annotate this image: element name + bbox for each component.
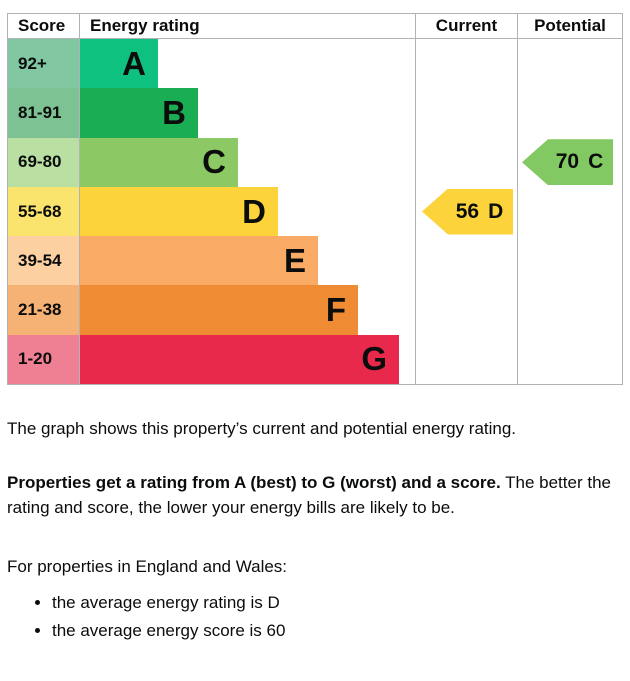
band-bar: C bbox=[80, 137, 238, 187]
current-header: Current bbox=[416, 14, 517, 39]
potential-column: Potential 70 C bbox=[518, 14, 622, 384]
current-band-letter: D bbox=[488, 199, 504, 223]
band-letter: A bbox=[122, 44, 146, 82]
band-bar-row: B bbox=[80, 88, 415, 138]
list-item: the average energy score is 60 bbox=[52, 618, 623, 643]
energy-rating-header: Energy rating bbox=[80, 14, 415, 39]
band-letter: F bbox=[325, 291, 346, 329]
band-bar-row: E bbox=[80, 236, 415, 286]
potential-rating-arrow: 70 C bbox=[522, 139, 613, 186]
band-score-range: 21-38 bbox=[8, 285, 79, 335]
band-letter: D bbox=[242, 192, 266, 230]
potential-arrow-area: 70 C bbox=[518, 39, 622, 384]
current-rating-arrow: 56 D bbox=[422, 188, 513, 235]
band-bar-row: A bbox=[80, 39, 415, 89]
current-score: 56 bbox=[455, 199, 480, 223]
band-bar: A bbox=[80, 39, 158, 89]
current-arrow-area: 56 D bbox=[416, 39, 517, 384]
band-bar-row: C bbox=[80, 137, 415, 187]
band-bar-row: D bbox=[80, 186, 415, 237]
rating-explainer-bold: Properties get a rating from A (best) to… bbox=[7, 473, 501, 493]
band-score-range: 92+ bbox=[8, 39, 79, 89]
band-letter: C bbox=[202, 143, 226, 181]
epc-chart: Score 92+ 81-91 69-80 55-68 39-54 21-38 1-20 E… bbox=[7, 13, 623, 386]
band-score-range: 1-20 bbox=[8, 334, 79, 385]
potential-header: Potential bbox=[518, 14, 622, 39]
rating-explainer-rest: The better the rating and score, the low… bbox=[7, 473, 611, 518]
band-bar: D bbox=[80, 186, 278, 237]
band-bar: E bbox=[80, 236, 318, 286]
band-letter: B bbox=[162, 93, 186, 131]
energy-rating-column: Energy rating A B C D E F G bbox=[80, 14, 416, 385]
score-column: Score 92+ 81-91 69-80 55-68 39-54 21-38 1-20 bbox=[8, 14, 80, 385]
band-score-range: 81-91 bbox=[8, 88, 79, 138]
potential-band-letter: C bbox=[588, 150, 604, 174]
current-column: Current 56 D bbox=[416, 14, 518, 385]
list-item: the average energy rating is D bbox=[52, 590, 623, 615]
band-score-range: 39-54 bbox=[8, 236, 79, 286]
score-header: Score bbox=[8, 14, 79, 39]
page: Score 92+ 81-91 69-80 55-68 39-54 21-38 1-20 E… bbox=[0, 0, 630, 643]
band-letter: G bbox=[361, 340, 387, 378]
band-bar-row: F bbox=[80, 285, 415, 335]
intro-paragraph: The graph shows this property’s current … bbox=[7, 419, 517, 439]
rating-explainer-paragraph: Properties get a rating from A (best) to… bbox=[7, 470, 623, 520]
band-score-range: 69-80 bbox=[8, 137, 79, 187]
band-bar-row: G bbox=[80, 334, 415, 385]
averages-list: the average energy rating is D the averag… bbox=[7, 590, 623, 643]
description-section: The graph shows this property’s current … bbox=[7, 416, 623, 643]
regions-heading: For properties in England and Wales: bbox=[7, 557, 288, 577]
potential-score: 70 bbox=[555, 150, 580, 174]
band-bar: G bbox=[80, 334, 399, 385]
band-bar: F bbox=[80, 285, 358, 335]
band-bar: B bbox=[80, 88, 198, 138]
band-letter: E bbox=[283, 241, 306, 279]
band-score-range: 55-68 bbox=[8, 186, 79, 237]
